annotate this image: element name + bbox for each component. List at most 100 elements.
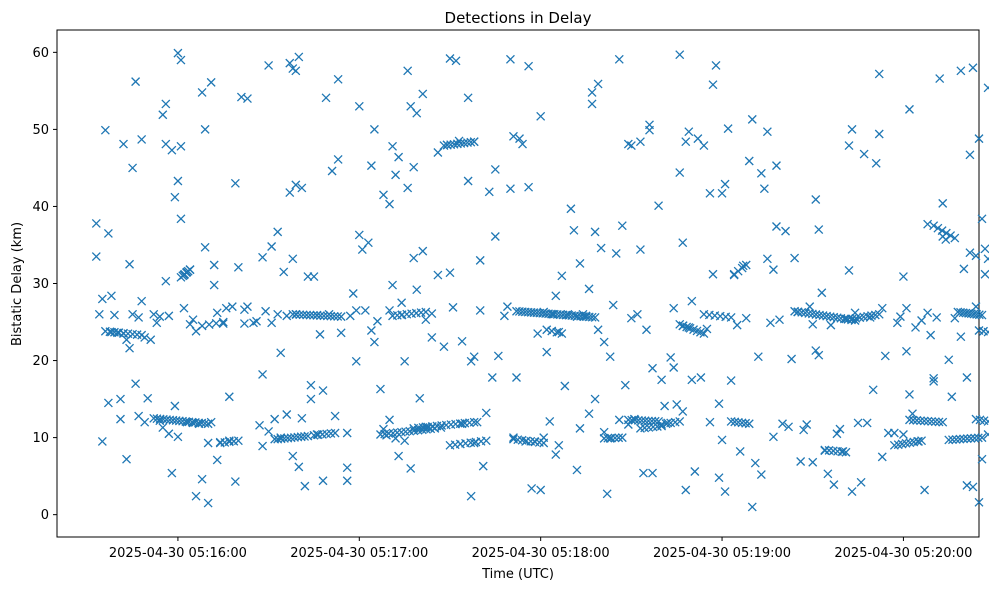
data-point bbox=[164, 311, 174, 321]
data-point bbox=[158, 110, 168, 120]
data-point bbox=[233, 436, 243, 446]
data-point bbox=[829, 312, 839, 322]
data-point bbox=[669, 363, 679, 372]
data-point bbox=[342, 428, 352, 438]
data-point bbox=[125, 343, 135, 353]
data-point bbox=[892, 318, 902, 328]
plot-area bbox=[56, 29, 980, 538]
data-point bbox=[385, 199, 394, 209]
data-point bbox=[273, 227, 283, 237]
data-point bbox=[775, 315, 784, 325]
data-point bbox=[898, 430, 908, 439]
data-point bbox=[527, 483, 537, 493]
data-point bbox=[711, 60, 721, 70]
data-point bbox=[608, 300, 618, 310]
data-point bbox=[614, 433, 624, 443]
data-point bbox=[584, 409, 594, 419]
data-point bbox=[765, 318, 775, 328]
data-point bbox=[905, 104, 914, 114]
x-axis: 2025-04-30 05:16:00 2025-04-30 05:17:00 20… bbox=[109, 537, 972, 561]
data-point bbox=[315, 329, 325, 339]
data-point bbox=[509, 433, 518, 443]
data-point bbox=[756, 470, 766, 480]
data-point bbox=[762, 127, 772, 137]
data-point bbox=[575, 259, 585, 268]
data-point bbox=[400, 436, 410, 446]
data-point bbox=[300, 431, 310, 441]
data-point bbox=[294, 462, 304, 472]
data-point bbox=[273, 309, 283, 319]
data-point bbox=[959, 264, 969, 274]
data-point bbox=[197, 474, 207, 484]
data-point bbox=[923, 416, 933, 426]
data-point bbox=[935, 74, 945, 84]
data-point bbox=[351, 306, 361, 315]
data-point bbox=[312, 311, 322, 320]
data-point bbox=[509, 131, 518, 141]
data-point bbox=[874, 309, 884, 319]
data-point bbox=[593, 79, 603, 89]
data-point bbox=[291, 66, 301, 76]
data-point bbox=[811, 346, 821, 355]
data-point bbox=[587, 87, 597, 97]
data-point bbox=[298, 310, 308, 320]
data-point bbox=[905, 415, 914, 425]
data-point bbox=[224, 392, 234, 402]
data-point bbox=[726, 312, 736, 322]
data-point bbox=[505, 54, 515, 64]
data-point bbox=[167, 145, 177, 155]
data-point bbox=[131, 379, 141, 389]
data-point bbox=[908, 415, 918, 425]
data-point bbox=[868, 385, 878, 395]
data-point bbox=[839, 314, 849, 324]
data-point bbox=[137, 296, 147, 306]
data-point bbox=[778, 419, 787, 429]
data-point bbox=[230, 178, 240, 188]
data-point bbox=[315, 311, 325, 321]
data-point bbox=[512, 373, 521, 382]
data-point bbox=[790, 253, 800, 263]
data-point bbox=[539, 438, 549, 448]
data-point bbox=[750, 458, 760, 468]
data-point bbox=[518, 139, 527, 149]
data-point bbox=[905, 389, 914, 399]
data-point bbox=[128, 309, 138, 319]
data-point bbox=[152, 318, 162, 328]
data-point bbox=[970, 433, 980, 443]
data-point bbox=[787, 354, 797, 364]
data-point bbox=[818, 311, 828, 321]
data-point bbox=[466, 491, 476, 501]
data-point bbox=[230, 477, 240, 486]
data-point bbox=[678, 238, 688, 248]
data-point bbox=[784, 422, 794, 432]
data-point bbox=[611, 248, 621, 258]
data-point bbox=[536, 485, 546, 495]
data-markers bbox=[91, 48, 989, 512]
data-point bbox=[291, 180, 301, 190]
data-point bbox=[524, 182, 534, 192]
data-point bbox=[403, 66, 413, 76]
data-point bbox=[388, 280, 398, 290]
data-point bbox=[336, 328, 346, 338]
data-point bbox=[418, 246, 428, 256]
data-point bbox=[829, 480, 839, 490]
data-point bbox=[463, 176, 473, 186]
y-tick-label: 20 bbox=[32, 354, 49, 369]
data-point bbox=[97, 294, 107, 304]
data-point bbox=[309, 310, 318, 320]
data-point bbox=[968, 482, 978, 492]
data-point bbox=[808, 457, 818, 467]
data-point bbox=[385, 306, 394, 315]
data-point bbox=[354, 230, 364, 240]
data-point bbox=[439, 342, 449, 352]
data-point bbox=[753, 352, 763, 362]
data-point bbox=[599, 337, 609, 347]
data-point bbox=[369, 337, 379, 347]
data-point bbox=[723, 124, 733, 134]
data-point bbox=[974, 134, 984, 144]
data-point bbox=[606, 433, 616, 443]
data-point bbox=[705, 188, 715, 198]
data-point bbox=[575, 423, 585, 433]
data-point bbox=[815, 310, 824, 320]
data-point bbox=[566, 204, 576, 214]
